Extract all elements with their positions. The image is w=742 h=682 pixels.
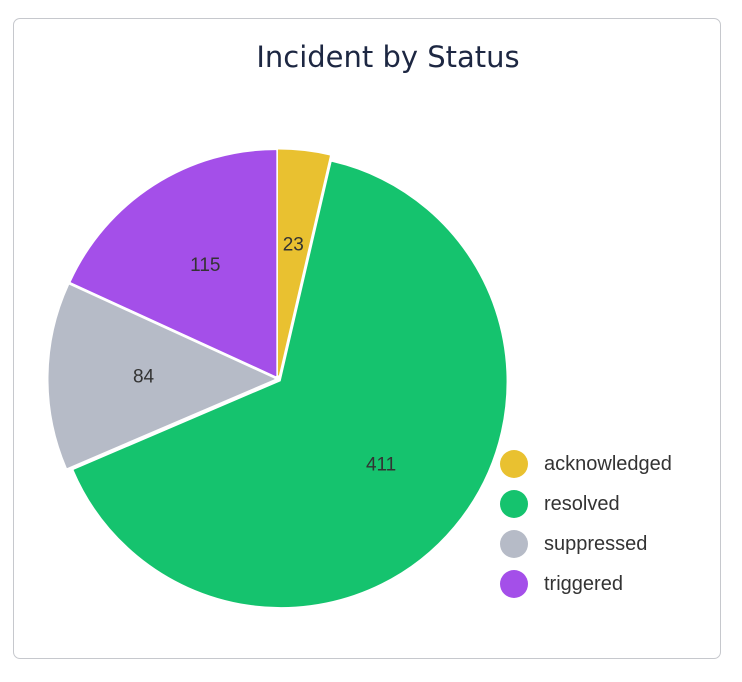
legend-swatch-resolved: [500, 490, 528, 518]
legend-item-suppressed[interactable]: suppressed: [500, 524, 672, 564]
legend-label-suppressed: suppressed: [544, 532, 648, 555]
legend-item-triggered[interactable]: triggered: [500, 564, 672, 604]
pie-label-acknowledged: 23: [283, 234, 304, 255]
pie-slice-triggered[interactable]: [70, 150, 277, 377]
legend-item-acknowledged[interactable]: acknowledged: [500, 444, 672, 484]
legend-swatch-acknowledged: [500, 450, 528, 478]
chart-title: Incident by Status: [256, 40, 520, 74]
pie-slice-acknowledged[interactable]: [277, 149, 330, 376]
pie-label-suppressed: 84: [133, 366, 155, 387]
pie-label-triggered: 115: [190, 255, 220, 276]
legend-label-resolved: resolved: [544, 492, 620, 515]
legend-label-acknowledged: acknowledged: [544, 452, 672, 475]
legend-item-resolved[interactable]: resolved: [500, 484, 672, 524]
pie-slice-resolved[interactable]: [73, 161, 507, 608]
legend-swatch-triggered: [500, 570, 528, 598]
pie-labels: 23 411 84 115: [133, 234, 396, 475]
pie-label-resolved: 411: [366, 454, 396, 475]
legend: acknowledged resolved suppressed trigger…: [500, 444, 672, 604]
pie-slice-suppressed[interactable]: [48, 284, 275, 468]
legend-label-triggered: triggered: [544, 572, 623, 595]
pie-slices: [48, 149, 507, 608]
legend-swatch-suppressed: [500, 530, 528, 558]
